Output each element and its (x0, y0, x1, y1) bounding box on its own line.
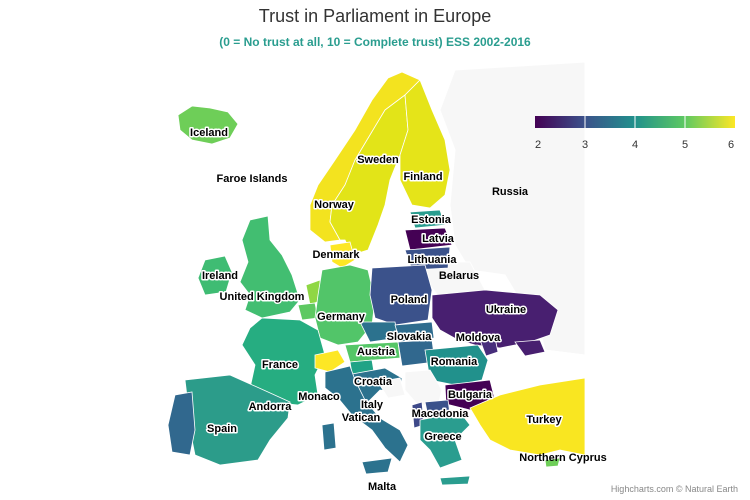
label-romania: Romania (431, 356, 478, 368)
legend-tick-label: 3 (582, 139, 588, 151)
label-malta: Malta (368, 481, 397, 493)
country-italy[interactable] (324, 365, 409, 463)
map-subtitle: (0 = No trust at all, 10 = Complete trus… (219, 35, 531, 49)
country-cyprus[interactable] (544, 457, 561, 468)
country-turkey[interactable] (469, 377, 586, 456)
country-slovakia[interactable] (394, 321, 435, 343)
label-croatia: Croatia (354, 376, 393, 388)
country-uk[interactable] (239, 215, 301, 319)
label-latvia: Latvia (422, 233, 455, 245)
credits-link[interactable]: Highcharts.com © Natural Earth (610, 484, 738, 494)
country-moldova[interactable] (479, 337, 499, 357)
label-greece: Greece (424, 431, 461, 443)
country-crete[interactable] (439, 475, 471, 486)
country-sicily[interactable] (361, 457, 393, 475)
label-norway: Norway (314, 199, 355, 211)
country-germany[interactable] (314, 264, 376, 346)
label-bulgaria: Bulgaria (448, 389, 493, 401)
country-russia[interactable] (439, 61, 586, 356)
country-czechia[interactable] (359, 321, 399, 343)
label-poland: Poland (391, 294, 428, 306)
country-crimea[interactable] (514, 339, 546, 357)
label-lithuania: Lithuania (408, 254, 458, 266)
label-sweden: Sweden (357, 154, 399, 166)
country-labels: Iceland Faroe Islands Sweden Finland Rus… (189, 126, 607, 494)
label-germany: Germany (317, 311, 366, 323)
country-lithuania[interactable] (404, 246, 451, 271)
label-russia: Russia (492, 186, 529, 198)
map-title: Trust in Parliament in Europe (258, 6, 492, 26)
label-moldova: Moldova (456, 332, 501, 344)
country-portugal[interactable] (167, 391, 196, 456)
label-belarus: Belarus (439, 270, 479, 282)
label-denmark: Denmark (312, 249, 360, 261)
label-ireland: Ireland (202, 270, 238, 282)
label-france: France (262, 359, 298, 371)
country-ireland[interactable] (197, 255, 233, 296)
label-austria: Austria (357, 346, 396, 358)
color-legend: 2 3 4 5 6 (535, 116, 735, 151)
country-finland[interactable] (399, 79, 451, 209)
label-italy: Italy (361, 399, 384, 411)
country-sardinia[interactable] (321, 422, 337, 451)
country-iceland[interactable] (177, 105, 239, 145)
legend-tick-label: 5 (682, 139, 688, 151)
country-austria[interactable] (344, 341, 401, 363)
label-ukraine: Ukraine (486, 304, 526, 316)
country-greece[interactable] (419, 411, 471, 469)
label-turkey: Turkey (526, 414, 562, 426)
legend-tick-label: 4 (632, 139, 638, 151)
country-ukraine[interactable] (431, 289, 559, 349)
country-latvia[interactable] (404, 227, 453, 251)
label-iceland: Iceland (190, 127, 228, 139)
legend-tick-label: 2 (535, 139, 541, 151)
label-finland: Finland (403, 171, 442, 183)
country-poland[interactable] (369, 264, 433, 326)
country-denmark[interactable] (329, 241, 356, 269)
label-united-kingdom: United Kingdom (220, 291, 305, 303)
label-monaco: Monaco (298, 391, 340, 403)
label-faroe-islands: Faroe Islands (217, 173, 288, 185)
label-macedonia: Macedonia (412, 408, 470, 420)
label-estonia: Estonia (411, 214, 452, 226)
country-bosnia[interactable] (377, 377, 406, 399)
label-vatican: Vatican (342, 412, 381, 424)
label-spain: Spain (207, 423, 237, 435)
country-estonia[interactable] (409, 209, 446, 229)
country-switzerland[interactable] (314, 349, 346, 373)
label-northern-cyprus: Northern Cyprus (519, 452, 606, 464)
legend-tick-label: 6 (728, 139, 734, 151)
label-slovakia: Slovakia (387, 331, 433, 343)
country-france[interactable] (241, 317, 326, 406)
label-andorra: Andorra (249, 401, 293, 413)
